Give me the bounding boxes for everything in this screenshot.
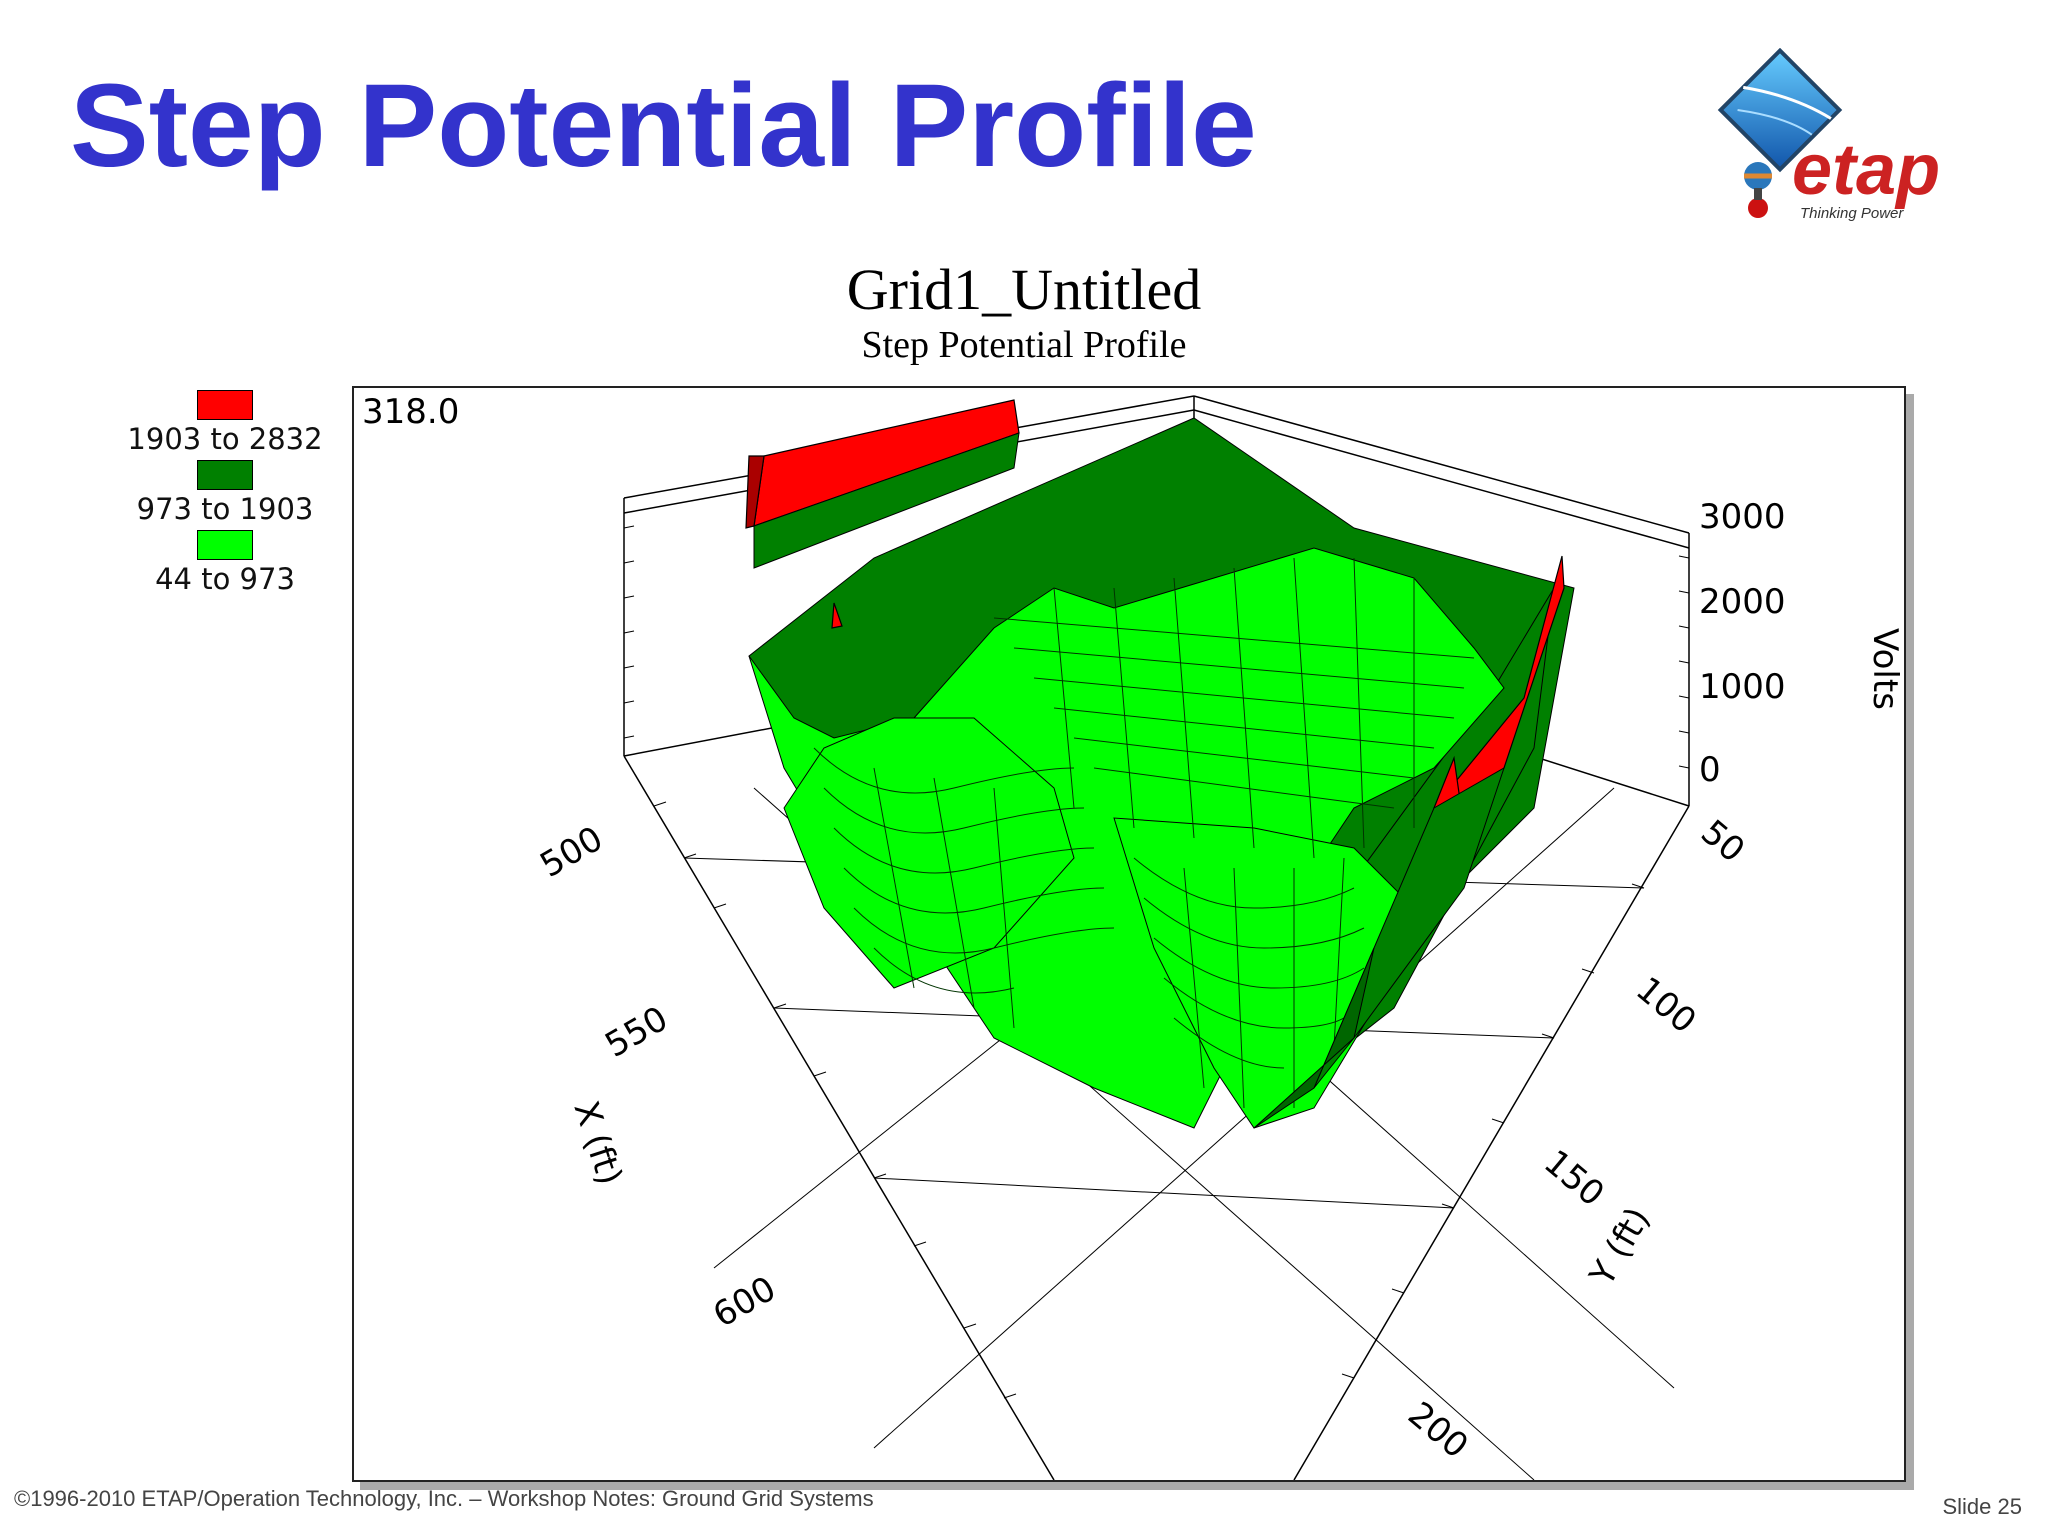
etap-logo: etap Thinking Power (1700, 47, 1990, 238)
slide-footer: ©1996-2010 ETAP/Operation Technology, In… (14, 1486, 874, 1511)
z-tick-3000: 3000 (1699, 497, 1786, 537)
surface-plot: 3000 2000 1000 0 Volts 500 550 600 X (ft… (534, 395, 1904, 1480)
wall-ticks (623, 525, 1690, 1399)
legend-swatch-high (197, 390, 253, 420)
x-tick-500: 500 (534, 819, 610, 886)
y-axis-line (1293, 805, 1690, 1480)
back-wall-top-right (1193, 395, 1690, 534)
x-axis-ticks: 500 550 600 (534, 819, 783, 1336)
legend-swatch-low (197, 530, 253, 560)
logo-tagline: Thinking Power (1800, 205, 1904, 222)
y-tick-100: 100 (1628, 969, 1703, 1041)
y-tick-150: 150 (1536, 1142, 1611, 1214)
legend-swatch-mid (197, 460, 253, 490)
corner-value: 318.0 (362, 392, 460, 432)
x-axis-line (623, 755, 1055, 1480)
z-axis-ticks: 3000 2000 1000 0 (1699, 497, 1786, 790)
x-tick-600: 600 (707, 1269, 783, 1336)
legend-label-low: 44 to 973 (155, 562, 295, 596)
legend-item-low: 44 to 973 (120, 530, 330, 600)
chart-title: Grid1_Untitled (0, 256, 2048, 323)
z-tick-1000: 1000 (1699, 667, 1786, 707)
y-axis-ticks: 50 100 150 200 (1400, 812, 1752, 1466)
legend-label-mid: 973 to 1903 (136, 492, 314, 526)
z-tick-0: 0 (1699, 750, 1721, 790)
chart-legend: 1903 to 2832 973 to 1903 44 to 973 (120, 390, 330, 600)
z-tick-2000: 2000 (1699, 582, 1786, 622)
slide-title: Step Potential Profile (70, 60, 1257, 192)
chart-subtitle-text: Step Potential Profile (861, 324, 1187, 366)
slide-number: Slide 25 (1942, 1494, 2022, 1519)
y-tick-200: 200 (1400, 1394, 1475, 1466)
y-axis-label: Y (ft) (1582, 1201, 1659, 1294)
x-tick-550: 550 (599, 999, 675, 1066)
y-tick-50: 50 (1693, 812, 1752, 870)
x-axis-label: X (ft) (565, 1096, 629, 1190)
etap-logo-graphic: etap Thinking Power (1717, 47, 1940, 222)
plot-area: 318.0 (352, 386, 1906, 1482)
legend-label-high: 1903 to 2832 (127, 422, 323, 456)
z-axis-label: Volts (1865, 628, 1904, 710)
back-wall-top-right-2 (1193, 409, 1690, 549)
chart-title-text: Grid1_Untitled (846, 257, 1202, 322)
surface-mesh (813, 557, 1475, 1109)
legend-item-high: 1903 to 2832 (120, 390, 330, 460)
legend-item-mid: 973 to 1903 (120, 460, 330, 530)
surface-front-faces (753, 432, 1505, 1129)
logo-wordmark: etap (1792, 130, 1940, 210)
chart-subtitle: Step Potential Profile (0, 323, 2048, 367)
